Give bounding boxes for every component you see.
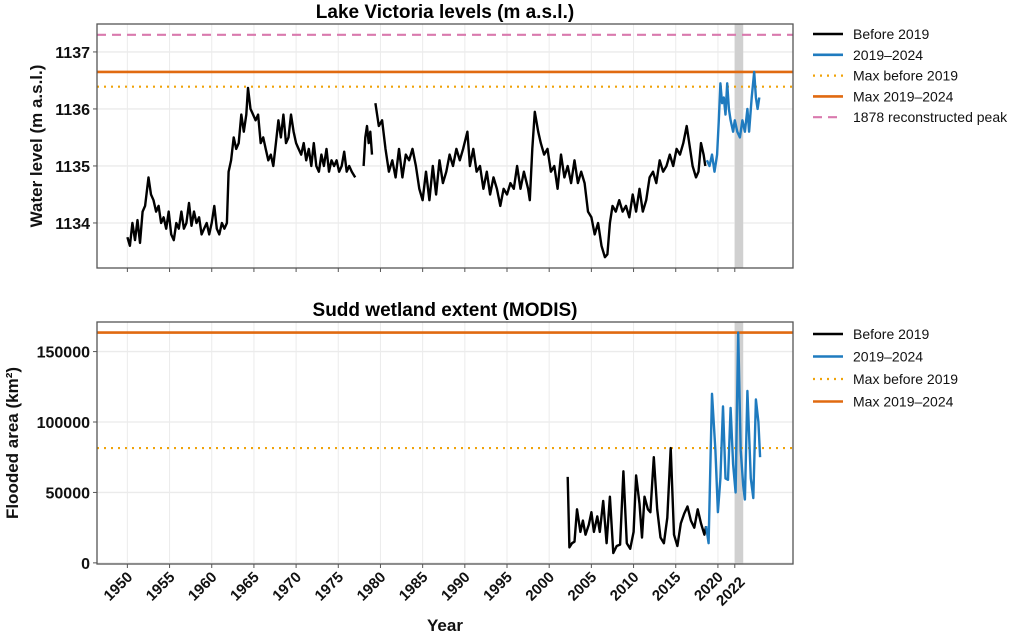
y-tick-label: 0 [81,556,90,573]
series-line [704,331,762,545]
legend-label: Before 2019 [853,26,929,42]
y-tick-label: 1134 [55,216,90,233]
x-tick-label: 1955 [143,569,179,605]
y-tick-label: 100000 [37,415,90,432]
x-tick-label: 2015 [649,569,685,605]
x-axis-label: Year [427,616,463,635]
sudd-panel: Sudd wetland extent (MODIS) Flooded area… [3,300,958,635]
x-tick-label: 1985 [396,569,432,605]
x-tick-label: 2010 [607,569,643,605]
shaded-band [734,24,744,268]
x-tick-label: 2000 [522,569,558,605]
x-tick-label: 1995 [480,569,516,605]
x-tick-label: 1990 [438,569,474,605]
y-tick-label: 150000 [37,345,90,362]
y-axis-label: Flooded area (km²) [3,367,22,519]
panel-title: Sudd wetland extent (MODIS) [313,300,578,321]
legend-label: Max 2019–2024 [853,394,954,410]
plot-border [96,23,794,269]
x-tick-label: 1980 [354,569,390,605]
shaded-band [734,322,744,564]
y-tick-label: 1137 [55,45,90,62]
y-tick-label: 1136 [55,102,90,119]
legend-label: 2019–2024 [853,349,923,365]
panel-title: Lake Victoria levels (m a.s.l.) [316,2,574,23]
x-tick-label: 1950 [101,569,137,605]
series-line [126,86,357,248]
series-line [362,124,374,167]
series-line [705,70,761,173]
plot-background [97,322,793,564]
plot-border [96,321,794,565]
y-tick-label: 50000 [46,485,91,502]
plot-background [97,24,793,268]
legend-label: Max before 2019 [853,68,958,84]
legend-label: 2019–2024 [853,47,923,63]
x-tick-label: 1975 [312,569,348,605]
lake-victoria-panel: Lake Victoria levels (m a.s.l.) Water le… [27,2,1008,272]
legend-label: Before 2019 [853,326,929,342]
legend-label: Max before 2019 [853,371,958,387]
legend-label: Max 2019–2024 [853,88,954,104]
x-tick-label: 2005 [565,569,601,605]
series-line [566,446,708,555]
y-axis-label: Water level (m a.s.l.) [27,65,46,228]
series-line [374,103,707,259]
x-tick-label: 1960 [185,569,221,605]
legend-label: 1878 reconstructed peak [853,109,1008,125]
x-tick-label: 1970 [269,569,305,605]
y-tick-label: 1135 [55,159,90,176]
x-tick-label: 1965 [227,569,263,605]
